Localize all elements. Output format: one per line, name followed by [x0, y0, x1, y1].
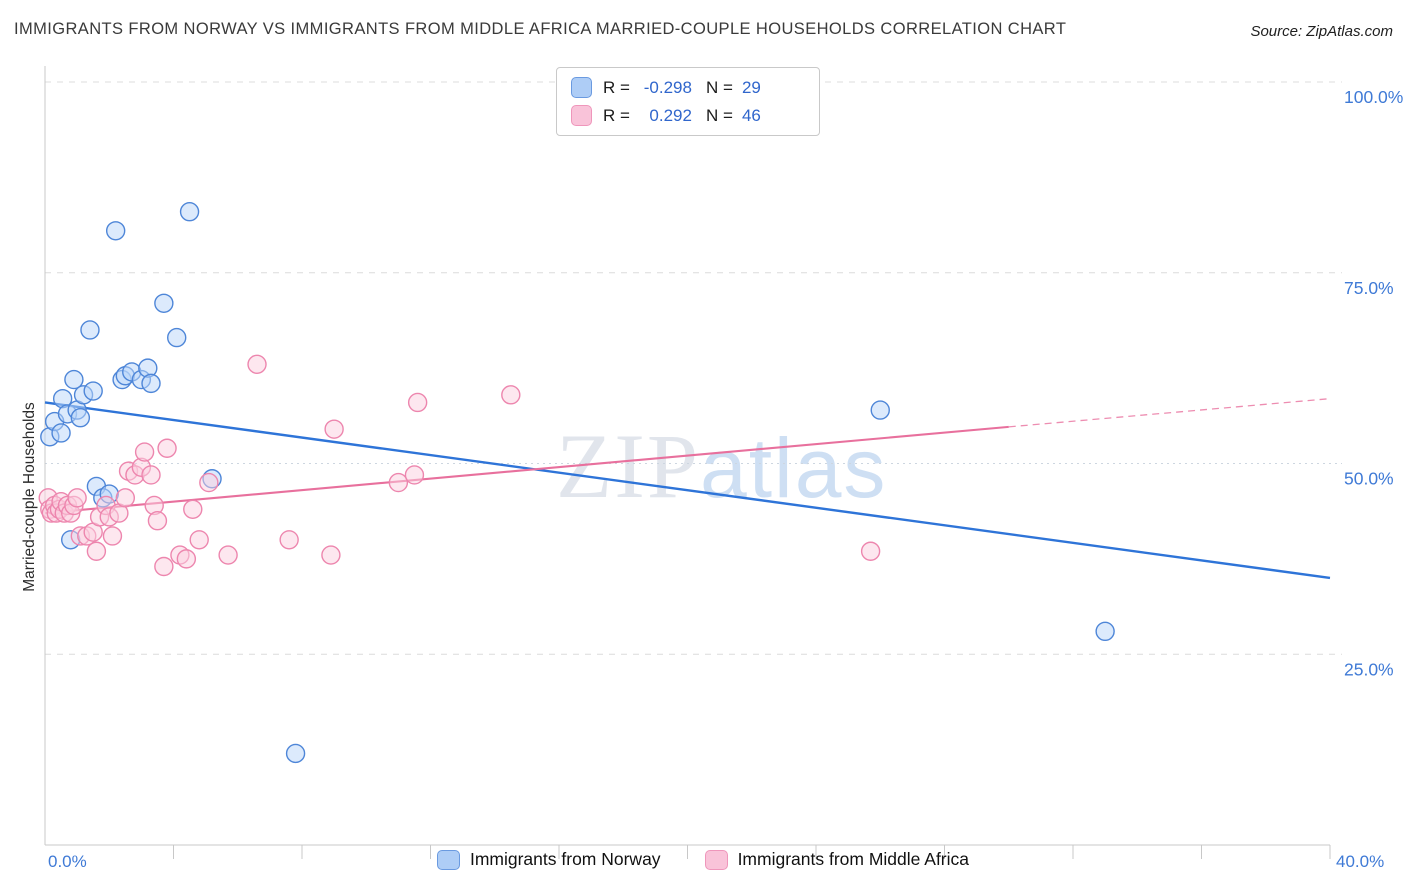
- bottom-legend-label-middle-africa: Immigrants from Middle Africa: [737, 849, 970, 869]
- scatter-point-middle-africa[interactable]: [134, 442, 155, 462]
- norway-swatch: [571, 77, 592, 98]
- scatter-point-middle-africa[interactable]: [67, 488, 87, 508]
- scatter-point-norway[interactable]: [51, 423, 71, 443]
- scatter-point-middle-africa[interactable]: [102, 526, 123, 546]
- scatter-point-norway[interactable]: [141, 373, 161, 394]
- scatter-point-middle-africa[interactable]: [407, 392, 428, 413]
- scatter-point-middle-africa[interactable]: [115, 488, 136, 508]
- legend-row-middle-africa: R = 0.292 N = 46: [571, 105, 807, 126]
- scatter-point-norway[interactable]: [870, 400, 890, 420]
- trend-line-middle-africa: [1008, 397, 1331, 428]
- scatter-point-middle-africa[interactable]: [141, 465, 161, 485]
- scatter-point-norway[interactable]: [179, 202, 200, 222]
- scatter-point-middle-africa[interactable]: [176, 549, 197, 569]
- scatter-point-middle-africa[interactable]: [189, 530, 209, 550]
- scatter-point-middle-africa[interactable]: [279, 530, 299, 550]
- scatter-point-middle-africa[interactable]: [404, 465, 425, 485]
- x-axis-max-label: 40.0%: [1336, 852, 1385, 871]
- y-tick-label: 75.0%: [1344, 278, 1394, 298]
- scatter-point-middle-africa[interactable]: [86, 541, 107, 561]
- bottom-legend-label-norway: Immigrants from Norway: [469, 849, 661, 869]
- scatter-point-middle-africa[interactable]: [247, 354, 267, 375]
- source-attribution[interactable]: Source: ZipAtlas.com: [1250, 23, 1393, 40]
- legend-box: R = -0.298 N = 29 R = 0.292 N = 46: [556, 67, 820, 136]
- page-title: IMMIGRANTS FROM NORWAY VS IMMIGRANTS FRO…: [14, 20, 1067, 38]
- scatter-point-middle-africa[interactable]: [154, 556, 174, 577]
- scatter-point-norway[interactable]: [167, 327, 187, 348]
- scatter-point-norway[interactable]: [70, 408, 91, 428]
- bottom-legend: Immigrants from Norway Immigrants from M…: [0, 849, 1406, 870]
- scatter-point-norway[interactable]: [1095, 621, 1115, 642]
- middle-africa-legend-swatch: [704, 849, 728, 870]
- scatter-point-middle-africa[interactable]: [199, 472, 219, 493]
- y-axis-title: Married-couple Households: [21, 402, 38, 592]
- scatter-point-middle-africa[interactable]: [157, 438, 177, 458]
- x-axis-min-label: 0.0%: [48, 852, 87, 871]
- legend-stats-norway: R = -0.298 N = 29: [603, 77, 761, 97]
- trend-line-middle-africa: [44, 425, 1009, 515]
- y-tick-label: 100.0%: [1344, 87, 1403, 107]
- watermark-atlas: atlas: [700, 421, 888, 515]
- norway-legend-swatch: [436, 849, 460, 870]
- bottom-legend-item-norway: Immigrants from Norway: [436, 849, 661, 870]
- bottom-legend-item-middle-africa: Immigrants from Middle Africa: [704, 849, 970, 870]
- scatter-point-middle-africa[interactable]: [324, 419, 344, 439]
- scatter-point-norway[interactable]: [154, 293, 174, 313]
- scatter-point-norway[interactable]: [285, 743, 306, 764]
- y-tick-label: 50.0%: [1344, 469, 1394, 489]
- scatter-point-middle-africa[interactable]: [147, 511, 168, 531]
- trend-line-norway: [44, 401, 1331, 580]
- y-tick-label: 25.0%: [1344, 659, 1394, 679]
- scatter-point-norway[interactable]: [83, 381, 103, 401]
- middle-africa-swatch: [571, 105, 592, 126]
- legend-stats-middle-africa: R = 0.292 N = 46: [603, 105, 761, 125]
- scatter-point-middle-africa[interactable]: [218, 545, 238, 565]
- scatter-point-middle-africa[interactable]: [183, 499, 203, 519]
- scatter-point-middle-africa[interactable]: [860, 541, 881, 561]
- scatter-point-norway[interactable]: [80, 320, 100, 340]
- scatter-point-norway[interactable]: [105, 221, 126, 241]
- watermark: ZIPatlas: [556, 415, 888, 517]
- legend-row-norway: R = -0.298 N = 29: [571, 77, 807, 98]
- scatter-point-norway[interactable]: [64, 369, 84, 390]
- scatter-point-middle-africa[interactable]: [501, 385, 521, 405]
- scatter-point-middle-africa[interactable]: [388, 472, 409, 493]
- scatter-point-middle-africa[interactable]: [321, 545, 341, 565]
